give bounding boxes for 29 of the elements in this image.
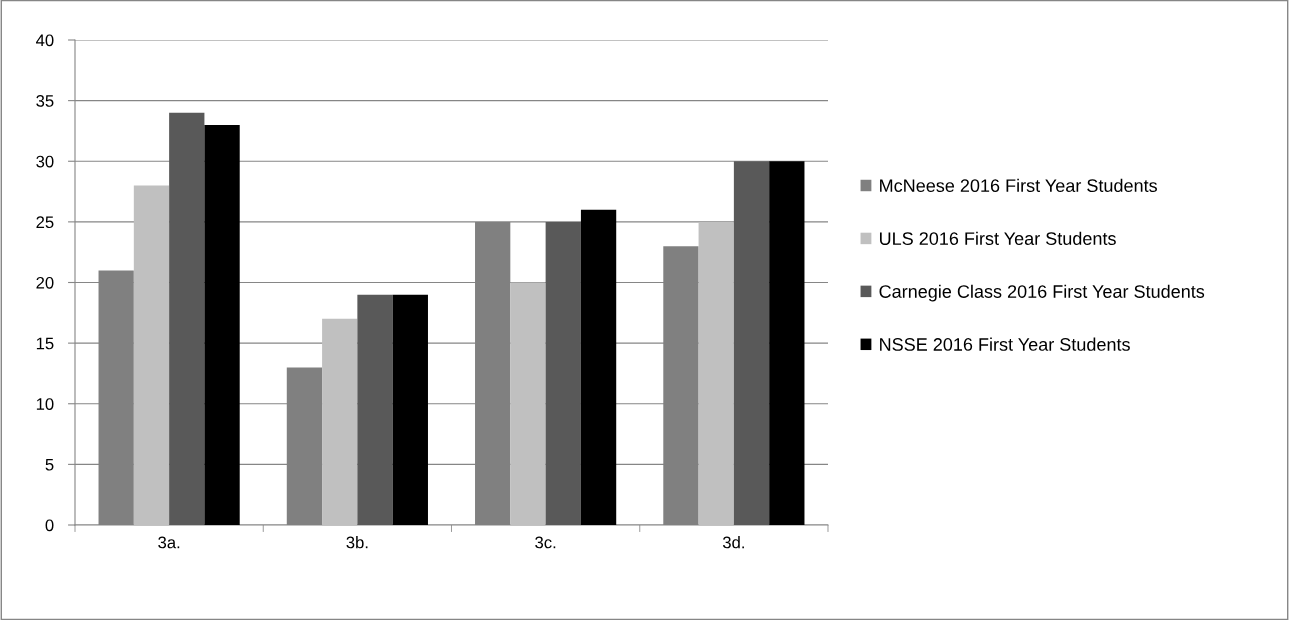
x-tick-label: 3d.	[722, 536, 744, 549]
y-tick-label: 40	[36, 34, 54, 47]
bar	[510, 282, 546, 525]
bar	[698, 221, 734, 525]
y-tick-label: 0	[45, 519, 54, 532]
legend-label: ULS 2016 First Year Students	[879, 231, 1116, 245]
y-tick-label: 25	[36, 216, 54, 229]
bar	[169, 112, 205, 525]
y-tick-label: 5	[45, 458, 54, 471]
x-tick-label: 3c.	[535, 536, 556, 549]
bar	[580, 209, 617, 525]
bar	[322, 318, 358, 525]
bar	[133, 185, 170, 525]
y-tick-label: 30	[36, 155, 54, 168]
y-tick-label: 10	[36, 398, 54, 410]
bar	[204, 124, 240, 525]
bar	[357, 294, 393, 525]
y-tick-label: 20	[36, 276, 54, 289]
x-tick-label: 3b.	[346, 536, 368, 549]
y-tick-label: 15	[36, 337, 54, 350]
legend-label: Carnegie Class 2016 First Year Students	[879, 284, 1205, 302]
legend-label: NSSE 2016 First Year Students	[880, 337, 1130, 351]
bar	[545, 221, 581, 525]
bar	[769, 161, 805, 525]
x-tick-label: 3a.	[158, 536, 180, 549]
bar	[733, 161, 770, 525]
legend-label: McNeese 2016 First Year Students	[880, 178, 1157, 193]
y-tick-label: 35	[36, 95, 54, 107]
bar	[392, 294, 428, 525]
